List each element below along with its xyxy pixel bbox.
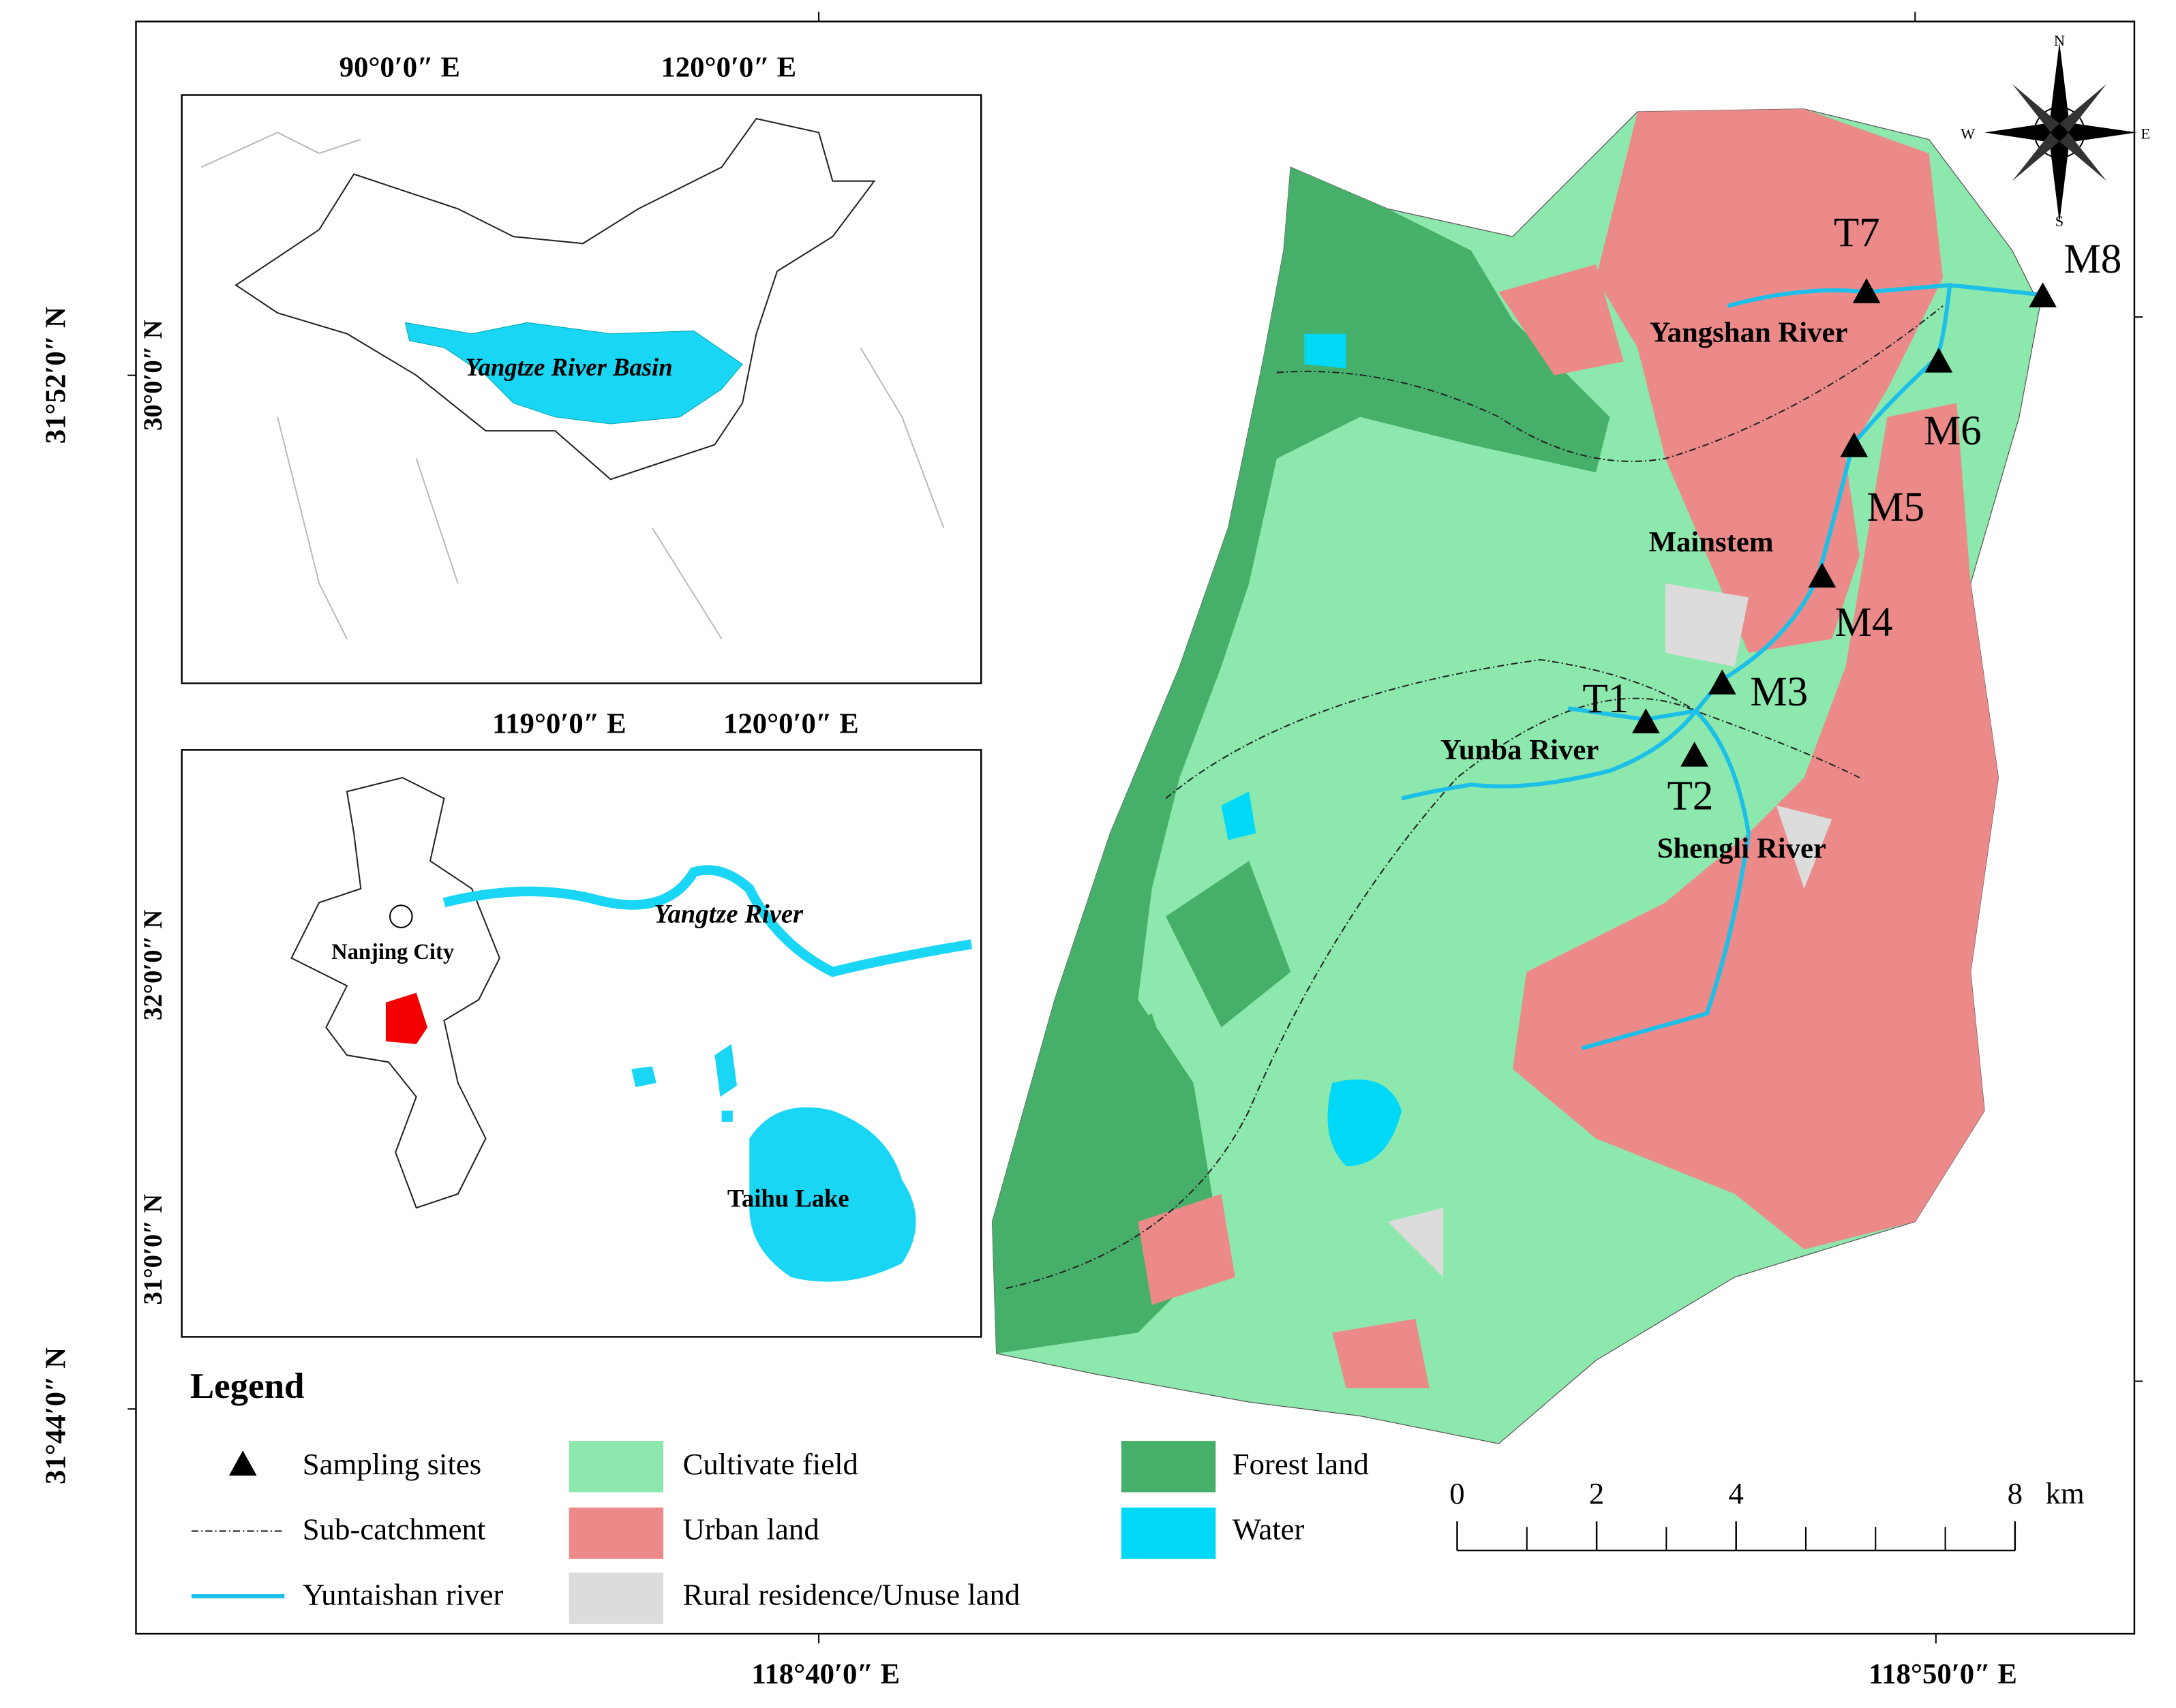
legend-symbol <box>228 1450 257 1476</box>
longitude-label: 120°0′0″ E <box>661 52 796 84</box>
site-marker <box>2029 282 2057 307</box>
longitude-label: 119°0′0″ E <box>492 708 626 740</box>
yangtze-river <box>442 865 973 977</box>
latitude-label: 31°0′0″ N <box>139 1194 168 1305</box>
basin-label: Yangtze River Basin <box>466 353 673 381</box>
site-marker <box>1632 708 1660 733</box>
compass-letter: W <box>1961 125 1976 142</box>
compass-letter: S <box>2055 213 2064 230</box>
scale-label: 0 <box>1449 1476 1464 1510</box>
nanjing-outline <box>290 776 500 1209</box>
legend-label: Urban land <box>683 1512 819 1546</box>
river-label: Shengli River <box>1657 833 1826 865</box>
city-marker <box>389 904 413 928</box>
scale-label: 4 <box>1728 1476 1743 1510</box>
scale-unit: km <box>2046 1476 2085 1510</box>
site-label: T1 <box>1582 676 1629 722</box>
site-label: M3 <box>1750 669 1808 715</box>
scale-label: 8 <box>2008 1476 2023 1510</box>
main-map: T7 M8 M6 M5 M4 M3 T1 T2 Yangshan River M… <box>991 108 2121 1444</box>
legend-title: Legend <box>190 1367 305 1406</box>
latitude-label: 30°0′0″ N <box>139 320 168 431</box>
map-frame <box>135 20 2136 1635</box>
river-label: Yangtze River <box>654 900 804 928</box>
legend-label: Forest land <box>1233 1447 1369 1481</box>
river-label: Mainstem <box>1649 526 1774 558</box>
site-label: M8 <box>2064 237 2121 282</box>
legend-label: Cultivate field <box>683 1447 858 1481</box>
latitude-label: 32°0′0″ N <box>139 909 168 1020</box>
yangtze-basin <box>404 322 743 425</box>
inset-region: 119°0′0″ E 120°0′0″ E 32°0′0″ N 31°0′0″ … <box>139 708 982 1338</box>
site-marker <box>1840 432 1869 457</box>
legend-swatch <box>1121 1507 1216 1559</box>
yuntaishan-river <box>1401 283 2043 1050</box>
site-label: M4 <box>1835 600 1893 645</box>
city-label: Nanjing City <box>331 940 454 964</box>
scale-bar: km 0 2 4 8 <box>1449 1476 2085 1552</box>
longitude-label: 90°0′0″ E <box>339 52 460 84</box>
site-marker <box>1924 347 1953 373</box>
legend: Legend Sampling sites Sub-catchment Yunt… <box>190 1367 1369 1624</box>
site-marker <box>1852 278 1881 303</box>
legend-swatch <box>1121 1441 1216 1493</box>
latitude-label: 31°52′0″ N <box>40 307 72 444</box>
longitude-label: 120°0′0″ E <box>723 708 859 740</box>
lake-label: Taihu Lake <box>727 1184 849 1212</box>
site-label: T7 <box>1834 210 1880 256</box>
sub-catchment <box>1006 305 1944 1290</box>
site-marker <box>1808 562 1837 588</box>
lakes <box>631 1043 737 1122</box>
compass-letter: E <box>2141 125 2150 142</box>
scale-label: 2 <box>1589 1476 1604 1510</box>
river-label: Yangshan River <box>1650 316 1848 348</box>
site-label: T2 <box>1667 774 1714 819</box>
site-marker <box>1680 742 1708 767</box>
urban-land <box>1138 264 1624 1388</box>
north-arrow: N E S W <box>1961 32 2150 230</box>
legend-swatch <box>569 1441 664 1493</box>
forest-land <box>1055 237 1610 1194</box>
legend-swatch <box>569 1572 664 1624</box>
compass-star <box>2012 84 2107 181</box>
taihu-lake <box>749 1107 916 1282</box>
study-area <box>385 992 427 1044</box>
river-label: Yunba River <box>1440 734 1599 766</box>
legend-label: Water <box>1233 1512 1305 1546</box>
legend-label: Sub-catchment <box>303 1512 486 1546</box>
longitude-label: 118°50′0″ E <box>1869 1658 2017 1690</box>
country-borders <box>200 132 945 640</box>
sampling-sites <box>1632 278 2057 767</box>
legend-label: Rural residence/Unuse land <box>683 1577 1021 1611</box>
site-label: M5 <box>1867 485 1924 530</box>
legend-label: Sampling sites <box>303 1447 481 1481</box>
site-marker <box>1708 669 1736 695</box>
compass-letter: N <box>2054 32 2065 49</box>
site-label: M6 <box>1924 408 1982 454</box>
longitude-label: 118°40′0″ E <box>751 1658 900 1690</box>
latitude-label: 31°44′0″ N <box>40 1347 72 1484</box>
inset-asia: 90°0′0″ E 120°0′0″ E 30°0′0″ N Yangtze R… <box>139 52 982 684</box>
compass-star <box>1984 42 2137 223</box>
urban-land <box>1596 108 1943 653</box>
legend-label: Yuntaishan river <box>303 1577 504 1611</box>
legend-swatch <box>569 1507 664 1559</box>
